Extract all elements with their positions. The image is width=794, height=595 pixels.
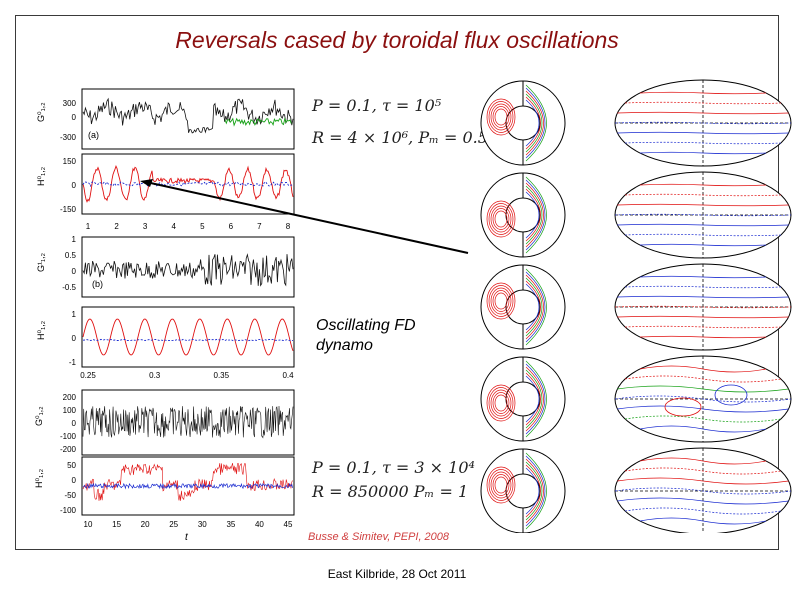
series-c-h-blue	[82, 482, 293, 490]
tick-c-g-3: -100	[60, 432, 77, 441]
panel-c-h: 50 0 -50 -100 H⁰₁,₂ 10 15 20 25 30 35 40 45 t	[34, 456, 295, 542]
x-tick-label: 4	[171, 222, 176, 231]
tick-a-g-1: 0	[72, 113, 77, 122]
tick-c-g-4: -200	[60, 445, 77, 454]
panel-letter-a: (a)	[88, 130, 99, 140]
x-tick-label: 0.35	[214, 371, 230, 380]
tick-b-h-1: 0	[72, 334, 77, 343]
x-tick-label: 6	[229, 222, 234, 231]
ylabel-b-g: G¹₁,₂	[36, 252, 46, 272]
oscillating-label-line-1: Oscillating FD	[316, 317, 416, 334]
oscillating-label-line-2: dynamo	[316, 337, 373, 354]
panel-a-g: 300 0 -300 (a) G⁰₁,₂	[36, 88, 295, 150]
series-b-h-blue	[82, 338, 294, 342]
x-tick-label: 45	[284, 520, 293, 529]
field-structure-plots	[480, 79, 792, 533]
panel-b-g: 1 0.5 0 -0.5 (b) G¹₁,₂	[36, 235, 295, 298]
citation: Busse & Simitev, PEPI, 2008	[308, 531, 450, 543]
tick-b-g-3: -0.5	[62, 283, 76, 292]
tick-c-g-2: 0	[72, 419, 77, 428]
panel-a-h: 150 0 -150 H⁰₁,₂ 1 2 3 4 5 6 7 8	[36, 153, 295, 231]
series-b-g-black	[82, 253, 294, 287]
tick-a-h-0: 150	[63, 157, 77, 166]
slide-title: Reversals cased by toroidal flux oscilla…	[175, 27, 619, 53]
tick-a-h-1: 0	[72, 181, 77, 190]
series-b-h-red	[82, 318, 294, 356]
ylabel-a-h: H⁰₁,₂	[36, 166, 46, 186]
x-tick-label: 40	[255, 520, 264, 529]
x-tick-label: 5	[200, 222, 205, 231]
tick-a-h-2: -150	[60, 205, 77, 214]
tick-b-h-0: 1	[72, 310, 77, 319]
x-tick-label: 25	[169, 520, 178, 529]
x-tick-label: 15	[112, 520, 121, 529]
slide-frame	[15, 15, 779, 550]
panel-letter-b: (b)	[92, 279, 103, 289]
footer-text: East Kilbride, 28 Oct 2011	[327, 567, 467, 581]
tick-c-h-1: 0	[72, 476, 77, 485]
tick-c-g-0: 200	[63, 393, 77, 402]
equation-2-line-1: P = 0.1, τ = 3 × 10⁴	[312, 458, 475, 477]
x-tick-label: 0.3	[149, 371, 161, 380]
x-tick-label: 1	[86, 222, 91, 231]
xticks-a: 1 2 3 4 5 6 7 8	[86, 222, 291, 231]
ylabel-c-h: H⁰₁,₂	[34, 468, 44, 488]
series-c-h-red	[82, 462, 293, 501]
x-tick-label: 0.25	[80, 371, 96, 380]
tick-c-h-3: -100	[60, 506, 77, 515]
panel-c-g: 200 100 0 -100 -200 G⁰₁,₂	[34, 389, 295, 456]
tick-c-g-1: 100	[63, 406, 77, 415]
tick-b-h-2: -1	[69, 358, 77, 367]
equation-2-line-2: R = 850000 Pₘ = 1	[312, 482, 469, 501]
x-tick-label: 35	[226, 520, 235, 529]
tick-b-g-2: 0	[72, 267, 77, 276]
x-tick-label: 7	[257, 222, 262, 231]
equation-1-line-2: R = 4 × 10⁶, Pₘ = 0.5	[312, 128, 488, 147]
tick-a-g-0: 300	[63, 99, 77, 108]
tick-a-g-2: -300	[60, 133, 77, 142]
tick-c-h-2: -50	[64, 491, 76, 500]
series-c-g-black	[82, 405, 294, 439]
x-tick-label: 3	[143, 222, 148, 231]
x-tick-label: 8	[286, 222, 291, 231]
ylabel-c-g: G⁰₁,₂	[34, 406, 44, 426]
series-a-g-black	[82, 97, 294, 134]
tick-b-g-1: 0.5	[65, 251, 77, 260]
panel-b-h: 1 0 -1 H⁰₁,₂ 0.25 0.3 0.35 0.4	[36, 306, 295, 380]
x-tick-label: 20	[141, 520, 150, 529]
xticks-b: 0.25 0.3 0.35 0.4	[80, 371, 294, 380]
equation-1-line-1: P = 0.1, τ = 10⁵	[312, 96, 442, 115]
xaxis-label: t	[185, 532, 189, 542]
x-tick-label: 10	[84, 520, 93, 529]
ylabel-b-h: H⁰₁,₂	[36, 320, 46, 340]
tick-b-g-0: 1	[72, 235, 77, 244]
series-a-h-blue	[82, 181, 294, 188]
x-tick-label: 2	[114, 222, 119, 231]
ylabel-a-g: G⁰₁,₂	[36, 102, 46, 122]
series-a-g-green	[224, 117, 292, 127]
xticks-c: 10 15 20 25 30 35 40 45	[84, 520, 293, 529]
tick-c-h-0: 50	[67, 461, 76, 470]
x-tick-label: 0.4	[282, 371, 294, 380]
x-tick-label: 30	[198, 520, 207, 529]
